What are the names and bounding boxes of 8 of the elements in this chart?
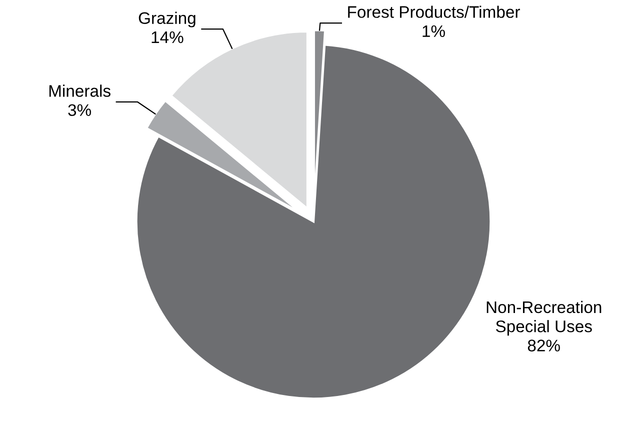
slice-label: Forest Products/Timber xyxy=(348,6,520,18)
data-label: 14% xyxy=(152,31,184,44)
data-label: 1% xyxy=(422,25,445,38)
slice-label: Minerals xyxy=(49,84,110,97)
slice-label: Grazing xyxy=(138,12,196,28)
data-label: 3% xyxy=(68,104,92,116)
data-label: 82% xyxy=(528,340,560,352)
slice-label: Non-Recreation Special Uses xyxy=(486,300,602,336)
